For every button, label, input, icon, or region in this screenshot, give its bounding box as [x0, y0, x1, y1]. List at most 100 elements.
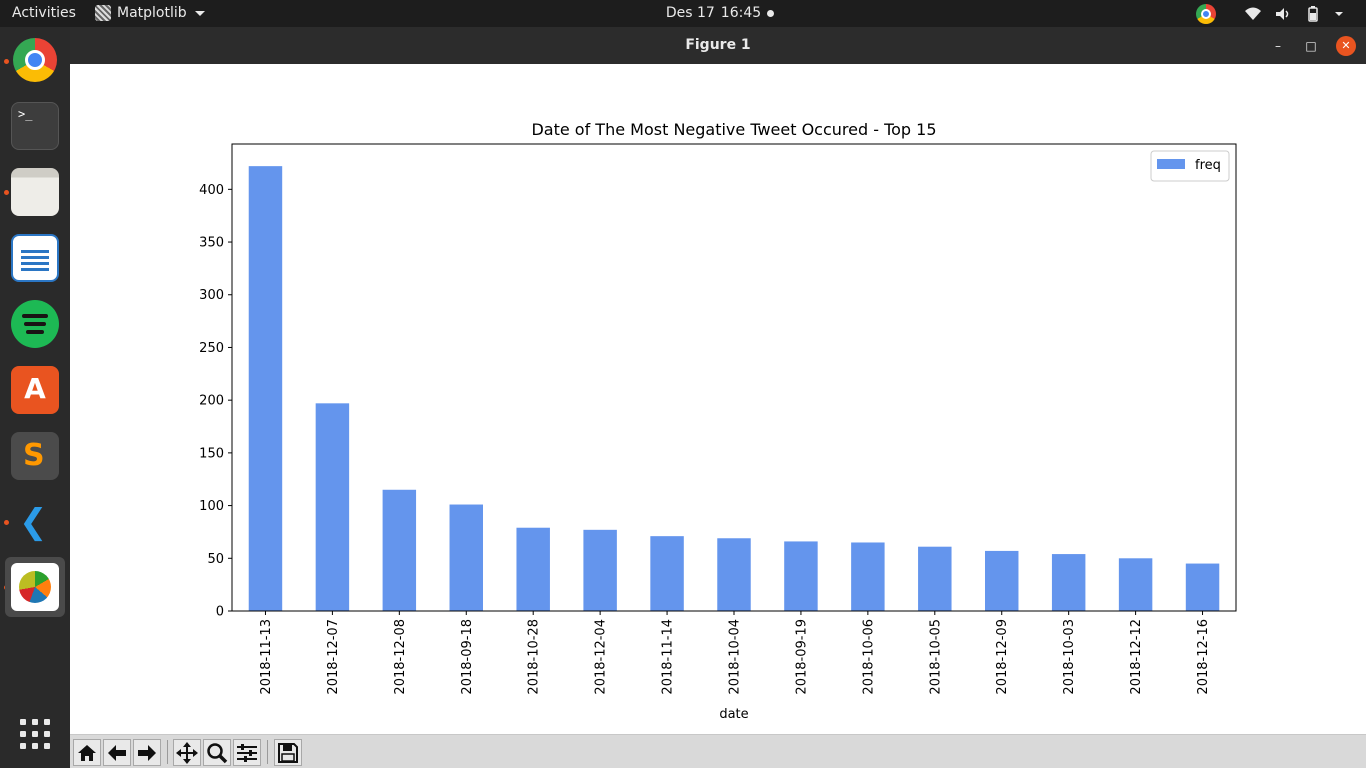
- window-title: Figure 1: [685, 37, 751, 53]
- bar: [315, 403, 350, 611]
- toolbar-separator: [267, 740, 268, 764]
- y-tick-label: 350: [199, 236, 224, 251]
- x-tick-label: 2018-11-14: [661, 619, 676, 695]
- pan-icon: [176, 741, 198, 764]
- terminal-icon[interactable]: >_: [11, 102, 59, 150]
- y-tick-label: 100: [199, 499, 224, 514]
- notification-dot-icon: [767, 9, 775, 17]
- x-tick-label: 2018-10-04: [728, 619, 743, 695]
- libreoffice-writer-icon[interactable]: [11, 234, 59, 282]
- clock[interactable]: Des 17 16:45: [0, 5, 1366, 21]
- x-axis-label: date: [719, 707, 748, 722]
- bar-chart: Date of The Most Negative Tweet Occured …: [199, 120, 1237, 722]
- y-tick-label: 300: [199, 288, 224, 303]
- zoom-icon: [207, 742, 228, 763]
- battery-icon[interactable]: [1304, 6, 1322, 22]
- x-tick-label: 2018-12-07: [326, 619, 341, 695]
- legend-swatch: [1157, 159, 1185, 169]
- close-button[interactable]: ✕: [1336, 36, 1356, 56]
- running-indicator: [4, 59, 9, 64]
- bar: [248, 166, 283, 611]
- pan-button[interactable]: [173, 739, 201, 766]
- home-icon: [78, 744, 96, 761]
- x-tick-label: 2018-10-28: [527, 619, 542, 695]
- volume-icon[interactable]: [1274, 6, 1292, 22]
- x-tick-label: 2018-10-06: [861, 619, 876, 695]
- y-tick-label: 400: [199, 183, 224, 198]
- minimize-button[interactable]: –: [1275, 39, 1281, 53]
- back-button[interactable]: [103, 739, 131, 766]
- figure-canvas[interactable]: Date of The Most Negative Tweet Occured …: [70, 64, 1366, 734]
- x-tick-label: 2018-12-08: [393, 619, 408, 695]
- clock-time: 16:45: [720, 5, 762, 21]
- power-menu-chevron-icon[interactable]: [1334, 6, 1344, 22]
- bar: [985, 550, 1019, 611]
- x-tick-label: 2018-10-05: [928, 619, 943, 695]
- bar: [583, 529, 617, 611]
- x-tick-label: 2018-12-09: [995, 619, 1010, 695]
- bar: [516, 527, 550, 611]
- x-tick-label: 2018-12-16: [1196, 619, 1211, 695]
- toolbar-separator: [167, 740, 168, 764]
- terminal-glyph: >_: [18, 107, 33, 121]
- configure-subplots-icon: [237, 743, 257, 762]
- x-tick-label: 2018-12-04: [594, 619, 609, 695]
- forward-button[interactable]: [133, 739, 161, 766]
- bar: [717, 538, 751, 611]
- save-icon: [278, 742, 298, 763]
- chart-title: Date of The Most Negative Tweet Occured …: [531, 120, 936, 139]
- chevron-down-icon: [194, 10, 205, 16]
- app-menu[interactable]: Matplotlib: [95, 5, 205, 21]
- navigation-toolbar: [70, 734, 1366, 768]
- files-icon[interactable]: [11, 168, 59, 216]
- matplotlib-dock-active[interactable]: [5, 557, 65, 617]
- show-applications-icon[interactable]: [20, 719, 50, 749]
- x-tick-label: 2018-11-13: [259, 619, 274, 695]
- chrome-icon[interactable]: [11, 36, 59, 84]
- y-tick-label: 0: [216, 605, 224, 620]
- x-tick-label: 2018-09-18: [460, 619, 475, 695]
- configure-subplots-button[interactable]: [233, 739, 261, 766]
- bar: [650, 536, 684, 611]
- dock: >_ A S ❮: [0, 27, 70, 768]
- bar: [1051, 554, 1086, 611]
- ubuntu-software-icon[interactable]: A: [11, 366, 59, 414]
- back-arrow-icon: [108, 744, 126, 761]
- window-titlebar[interactable]: Figure 1 – □ ✕: [70, 27, 1366, 64]
- matplotlib-icon[interactable]: [11, 563, 59, 611]
- y-tick-label: 50: [207, 552, 224, 567]
- x-tick-label: 2018-09-19: [794, 619, 809, 695]
- bar: [851, 542, 885, 611]
- app-menu-label: Matplotlib: [117, 5, 187, 21]
- clock-date: Des 17: [665, 5, 715, 21]
- chrome-tray-icon[interactable]: [1196, 4, 1216, 24]
- legend-label: freq: [1195, 158, 1221, 173]
- y-tick-label: 150: [199, 446, 224, 461]
- bar: [918, 546, 952, 611]
- zoom-button[interactable]: [203, 739, 231, 766]
- legend-box: [1150, 150, 1230, 182]
- forward-arrow-icon: [138, 744, 156, 761]
- system-tray[interactable]: [1196, 4, 1344, 24]
- maximize-button[interactable]: □: [1305, 39, 1317, 53]
- x-tick-label: 2018-12-12: [1129, 619, 1144, 695]
- bar: [784, 541, 818, 611]
- x-tick-label: 2018-10-03: [1062, 619, 1077, 695]
- home-button[interactable]: [73, 739, 101, 766]
- running-indicator: [4, 520, 9, 525]
- top-bar: Activities Matplotlib Des 17 16:45: [0, 0, 1366, 27]
- wifi-icon[interactable]: [1244, 6, 1262, 22]
- running-indicator: [4, 190, 9, 195]
- vscode-icon[interactable]: ❮: [19, 502, 48, 542]
- matplotlib-app-icon: [95, 5, 111, 21]
- save-button[interactable]: [274, 739, 302, 766]
- bar: [382, 489, 417, 611]
- activities-button[interactable]: Activities: [12, 5, 76, 21]
- bar: [449, 504, 483, 611]
- bar: [1185, 563, 1220, 611]
- bar: [1118, 558, 1153, 611]
- sublime-text-icon[interactable]: S: [11, 432, 59, 480]
- y-tick-label: 200: [199, 394, 224, 409]
- spotify-icon[interactable]: [11, 300, 59, 348]
- y-tick-label: 250: [199, 341, 224, 356]
